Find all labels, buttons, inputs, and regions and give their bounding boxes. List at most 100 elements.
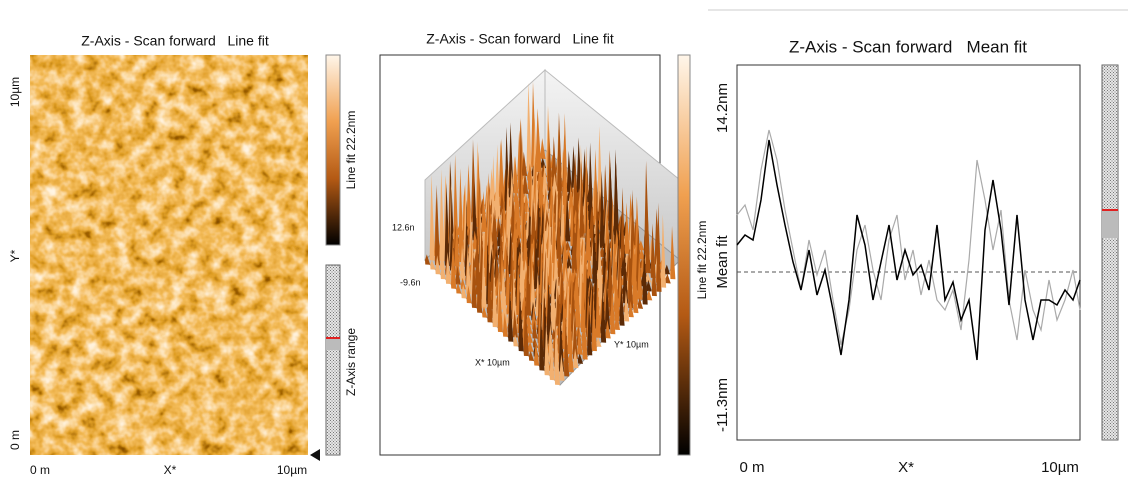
spike — [565, 240, 571, 251]
range-handle[interactable] — [1102, 210, 1118, 238]
spike — [566, 254, 573, 269]
spike — [624, 290, 630, 322]
spike — [496, 215, 502, 238]
spike — [670, 225, 676, 280]
spike — [430, 259, 436, 270]
spike — [528, 341, 534, 352]
spike — [472, 181, 478, 241]
y-axis-label: Y* 10µm — [614, 339, 649, 349]
afm-image — [30, 55, 308, 455]
y-name: Y* — [8, 249, 22, 262]
colorbar — [325, 54, 341, 246]
spike — [591, 281, 597, 352]
spike — [605, 319, 611, 339]
title: Z-Axis - Scan forward Mean fit — [789, 37, 1027, 56]
spike — [566, 150, 573, 193]
z-min: -9.6n — [400, 277, 421, 287]
panel-3d: Z-Axis - Scan forward Line fit 12.6n -9.… — [379, 31, 709, 456]
spike — [566, 247, 572, 260]
spike — [646, 279, 652, 292]
spike — [558, 306, 565, 372]
spike — [619, 284, 625, 326]
spike — [548, 323, 554, 363]
spike — [482, 306, 488, 318]
spike — [551, 271, 557, 331]
spike — [471, 246, 477, 309]
marker[interactable] — [310, 449, 320, 461]
spike — [554, 348, 560, 385]
spike — [603, 164, 609, 226]
spike — [460, 244, 466, 281]
spike — [624, 202, 630, 255]
spike — [456, 282, 462, 294]
spike — [557, 112, 563, 192]
spike — [532, 320, 538, 339]
spike — [582, 324, 588, 360]
spike — [579, 159, 585, 238]
y-max: 14.2nm — [714, 83, 731, 133]
spike — [596, 337, 602, 347]
spike — [614, 307, 620, 330]
spike — [454, 225, 460, 267]
spike — [425, 254, 431, 265]
spike — [605, 207, 611, 253]
spike — [628, 300, 634, 318]
spike — [610, 286, 616, 335]
spike — [568, 339, 574, 373]
spike — [445, 252, 451, 285]
spike — [665, 264, 671, 275]
spike — [637, 252, 643, 300]
spike — [527, 319, 533, 334]
title: Z-Axis - Scan forward Line fit — [81, 33, 269, 49]
spike — [549, 347, 555, 381]
spike — [534, 230, 540, 290]
spike — [440, 263, 446, 280]
spike — [551, 136, 558, 187]
spike — [499, 138, 505, 207]
spike — [523, 283, 529, 357]
range-bar[interactable] — [1101, 64, 1119, 441]
spike — [544, 320, 550, 376]
spike — [460, 277, 466, 290]
range-bar[interactable] — [325, 264, 341, 456]
spike — [476, 234, 483, 313]
spike — [444, 182, 450, 266]
spike — [527, 331, 533, 343]
spike — [577, 324, 583, 355]
spike — [466, 285, 472, 304]
spike — [435, 255, 441, 275]
spike — [599, 170, 605, 249]
spike — [530, 266, 536, 312]
spike — [645, 272, 652, 283]
spike — [587, 305, 593, 356]
spike — [532, 337, 539, 348]
spike — [544, 194, 550, 223]
spike — [524, 193, 530, 213]
y-min: -11.3nm — [714, 378, 731, 432]
spike — [605, 280, 611, 330]
spike — [536, 123, 542, 173]
spike — [546, 275, 552, 335]
spike — [617, 225, 623, 299]
plot-frame — [736, 64, 1081, 441]
spike — [588, 142, 594, 221]
spike — [542, 162, 548, 196]
x-max: 10µm — [277, 463, 307, 477]
spike — [637, 297, 644, 309]
range-label: Z-Axis range — [344, 328, 358, 396]
x-name: X* — [898, 459, 914, 476]
spike — [493, 206, 499, 260]
spike — [492, 250, 498, 328]
spike — [528, 350, 535, 361]
spike — [614, 162, 620, 245]
spike — [459, 219, 465, 263]
spike — [564, 313, 570, 377]
range-handle[interactable] — [326, 338, 340, 350]
y-min: 0 m — [8, 430, 22, 450]
spike — [455, 265, 461, 285]
spike — [495, 144, 501, 220]
colorbar — [677, 54, 691, 456]
spike — [539, 306, 545, 371]
spike — [526, 82, 532, 172]
